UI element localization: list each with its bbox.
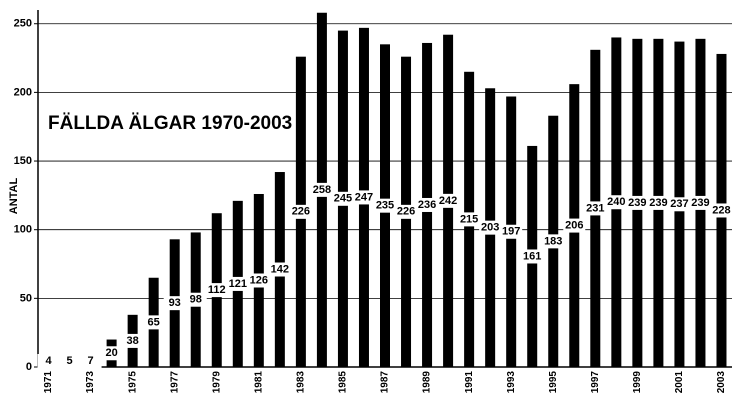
value-label: 65	[148, 316, 160, 328]
value-label: 235	[376, 200, 394, 212]
value-label-box	[352, 190, 375, 205]
value-label-box	[37, 354, 60, 368]
value-label-box	[437, 193, 460, 208]
value-label: 121	[229, 278, 247, 290]
value-label: 5	[66, 355, 72, 367]
value-label: 239	[691, 197, 709, 209]
value-label-box	[331, 191, 354, 206]
x-tick-label: 1981	[253, 371, 264, 394]
x-tick-label: 1977	[169, 371, 180, 394]
y-tick-label: 150	[14, 155, 32, 167]
value-label-box	[247, 273, 270, 288]
x-tick-label: 1975	[127, 371, 138, 394]
value-label-box	[584, 201, 607, 216]
value-label: 245	[334, 193, 352, 205]
x-tick-label: 1985	[338, 371, 349, 394]
value-label: 240	[607, 196, 625, 208]
value-label: 93	[169, 297, 181, 309]
value-label-box	[605, 195, 628, 210]
x-tick-label: 1997	[590, 371, 601, 394]
value-label: 206	[565, 219, 583, 231]
x-tick-label: 1979	[211, 371, 222, 394]
value-label-box	[79, 354, 102, 368]
x-tick-label: 1995	[548, 371, 559, 394]
value-label-box	[668, 197, 691, 212]
value-label-box	[226, 276, 249, 291]
value-label: 161	[523, 250, 541, 262]
value-label-box	[689, 195, 712, 210]
value-label-box	[416, 197, 439, 212]
value-label: 142	[271, 263, 289, 275]
value-label: 239	[628, 197, 646, 209]
value-label: 98	[190, 294, 202, 306]
value-label-box	[310, 182, 333, 197]
value-label-box	[374, 198, 396, 213]
value-label: 239	[649, 197, 667, 209]
x-tick-label: 1971	[43, 371, 54, 394]
value-label: 236	[418, 199, 436, 211]
value-label-box	[58, 354, 81, 368]
x-tick-label: 1999	[632, 371, 643, 394]
x-tick-label: 1989	[422, 371, 433, 394]
value-label: 112	[208, 284, 226, 296]
value-label-box	[184, 292, 207, 307]
x-tick-label: 2001	[674, 371, 685, 394]
y-tick-label: 200	[14, 86, 32, 98]
y-tick-label: 250	[14, 18, 32, 30]
value-label-box	[563, 218, 586, 233]
value-label: 247	[355, 191, 373, 203]
value-label-box	[121, 333, 144, 348]
chart-title: FÄLLDA ÄLGAR 1970-2003	[48, 113, 292, 134]
value-label-box	[268, 262, 291, 277]
value-label-box	[626, 195, 649, 210]
value-label: 126	[250, 274, 268, 286]
value-label-box	[710, 203, 732, 218]
value-label: 4	[45, 355, 52, 367]
value-label: 242	[439, 195, 457, 207]
value-label-box	[142, 315, 165, 330]
value-label: 38	[127, 335, 139, 347]
value-label-box	[289, 204, 312, 219]
value-label-box	[521, 249, 544, 264]
x-tick-label: 1993	[506, 371, 517, 394]
x-tick-label: 1991	[464, 371, 475, 394]
y-tick-label: 100	[14, 224, 32, 236]
value-label-box	[479, 220, 502, 235]
x-tick-label: 1973	[85, 371, 96, 394]
value-label: 215	[460, 213, 478, 225]
x-tick-label: 2003	[716, 371, 727, 394]
value-label-box	[100, 346, 123, 361]
y-tick-label: 0	[26, 361, 32, 373]
value-label-box	[205, 283, 228, 298]
value-label: 226	[292, 206, 310, 218]
value-label-box	[163, 296, 186, 311]
value-label: 231	[586, 202, 604, 214]
value-label-box	[395, 204, 418, 219]
x-tick-label: 1983	[296, 371, 307, 394]
value-label-box	[647, 195, 670, 210]
y-tick-label: 50	[20, 292, 32, 304]
y-axis-label: ANTAL	[8, 178, 20, 215]
value-label-box	[542, 234, 565, 249]
value-label: 7	[88, 355, 94, 367]
value-label: 237	[670, 198, 688, 210]
value-label: 228	[712, 204, 730, 216]
value-label: 258	[313, 184, 331, 196]
value-label-box	[458, 212, 481, 227]
value-label: 183	[544, 235, 562, 247]
value-label: 197	[502, 226, 520, 238]
value-label: 20	[105, 347, 117, 359]
x-tick-label: 1987	[380, 371, 391, 394]
value-label: 203	[481, 222, 499, 234]
value-label-box	[500, 224, 523, 239]
value-label: 226	[397, 206, 415, 218]
